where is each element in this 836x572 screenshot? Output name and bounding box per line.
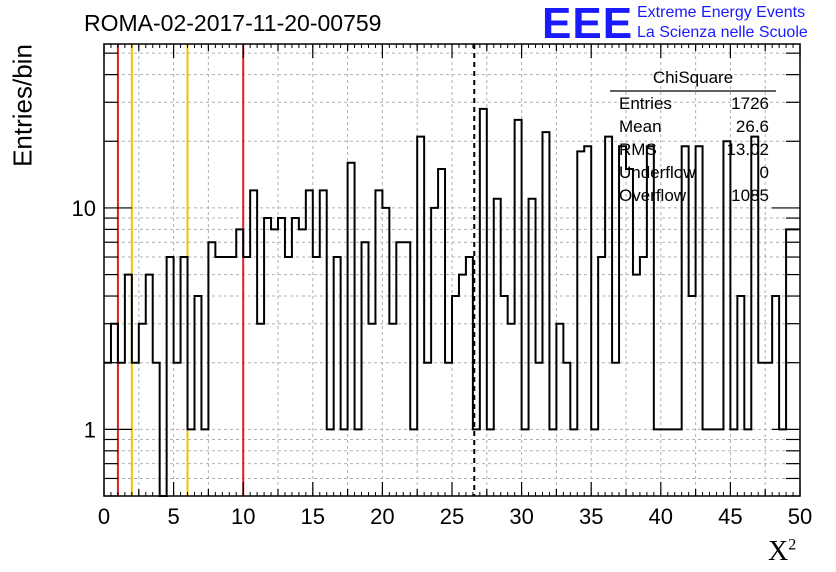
x-tick-label: 45 xyxy=(718,504,742,529)
stats-label: Overflow xyxy=(619,186,687,205)
eee-logo: EEE xyxy=(542,0,634,48)
stats-label: Entries xyxy=(619,94,672,113)
x-tick-label: 15 xyxy=(301,504,325,529)
logo-line-2: La Scienza nelle Scuole xyxy=(637,24,808,41)
x-tick-label: 25 xyxy=(440,504,464,529)
x-axis-label: X2 xyxy=(768,536,796,568)
chart-title: ROMA-02-2017-11-20-00759 xyxy=(84,10,382,36)
stats-value: 0 xyxy=(759,163,769,182)
x-tick-label: 50 xyxy=(788,504,812,529)
y-tick-label: 10 xyxy=(72,196,96,221)
stats-value: 1726 xyxy=(731,94,769,113)
x-tick-label: 5 xyxy=(167,504,179,529)
stats-box-title: ChiSquare xyxy=(652,68,734,87)
logo-line-1: Extreme Energy Events xyxy=(637,4,806,21)
axis-ticks xyxy=(103,44,801,497)
x-tick-label: 40 xyxy=(649,504,673,529)
x-axis-label-base: X xyxy=(768,536,789,567)
stats-value: 1085 xyxy=(731,186,769,205)
x-axis-label-sup: 2 xyxy=(788,536,797,554)
stats-value: 26.6 xyxy=(735,117,769,136)
stats-value: 13.02 xyxy=(726,140,769,159)
stats-label: Mean xyxy=(619,117,662,136)
x-tick-label: 0 xyxy=(98,504,110,529)
x-tick-label: 35 xyxy=(579,504,603,529)
y-tick-label: 1 xyxy=(84,417,96,442)
stats-label: Underflow xyxy=(619,163,696,182)
histogram-outline xyxy=(104,107,800,497)
x-tick-label: 10 xyxy=(231,504,255,529)
y-axis-label: Entries/bin xyxy=(7,44,38,167)
x-tick-label: 20 xyxy=(370,504,394,529)
x-tick-label: 30 xyxy=(509,504,533,529)
axis-tick-labels: 0 5 10 15 20 25 30 35 40 45 50 1 10 xyxy=(72,196,813,529)
stats-label: RMS xyxy=(619,140,657,159)
